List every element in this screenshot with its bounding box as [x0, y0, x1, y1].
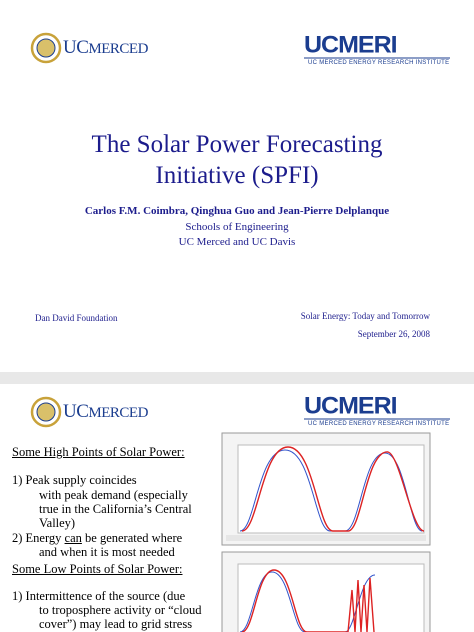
curve — [241, 446, 425, 532]
list-line: to troposphere activity or “cloud — [39, 603, 202, 617]
chart-image — [221, 432, 431, 546]
heading: Some High Points of Solar Power: — [12, 446, 185, 459]
heading-text: Some High Points of Solar Power: — [12, 445, 185, 459]
list-line: true in the California’s Central — [39, 502, 192, 516]
logo-meri: UCMERI — [304, 31, 398, 59]
list-line: Valley) — [39, 516, 76, 530]
curve — [241, 569, 375, 632]
logo-merced: MERCED — [88, 405, 148, 421]
logo-meri-subtitle: UC MERCED ENERGY RESEARCH INSTITUTE — [308, 421, 450, 427]
title: The Solar Power Forecasting — [91, 131, 383, 158]
chart-image — [221, 551, 431, 632]
emphasis: can — [64, 531, 82, 545]
list-line: 2) Energy can be generated where — [12, 532, 182, 545]
footer-right: Solar Energy: Today and Tomorrow — [300, 311, 430, 321]
footer-left: Dan David Foundation — [35, 313, 118, 323]
axis-strip — [226, 535, 426, 541]
logo-meri: UCMERI — [304, 392, 398, 420]
list-line: cover”) may lead to grid stress — [39, 617, 193, 631]
plot-area — [237, 444, 425, 534]
text: 2) Energy — [12, 531, 65, 545]
text: be generated where — [81, 531, 183, 545]
footer-right: September 26, 2008 — [357, 329, 430, 339]
seal-inner — [36, 38, 56, 58]
logo-text: UCMERCED — [63, 401, 148, 423]
affiliation: Schools of Engineering — [185, 221, 289, 233]
authors: Carlos F.M. Coimbra, Qinghua Guo and Jea… — [84, 205, 390, 217]
logo-uc: UC — [63, 401, 89, 422]
curve — [239, 571, 376, 632]
list-line: 1) Intermittence of the source (due — [12, 589, 186, 603]
logo-uc: UC — [63, 37, 89, 58]
heading-text: Some Low Points of Solar Power: — [12, 562, 183, 576]
logo-text: UCMERCED — [63, 37, 148, 59]
list-line: with peak demand (especially — [39, 488, 188, 502]
list-line: 1) Peak supply coincides — [12, 473, 137, 487]
affiliation: UC Merced and UC Davis — [178, 236, 296, 248]
plot-area — [237, 563, 425, 632]
logo-merced: MERCED — [88, 41, 148, 57]
seal-inner — [36, 402, 56, 422]
title: Initiative (SPFI) — [155, 162, 319, 189]
logo-meri-subtitle: UC MERCED ENERGY RESEARCH INSTITUTE — [308, 60, 450, 66]
list-line: and when it is most needed — [39, 545, 175, 559]
heading: Some Low Points of Solar Power: — [12, 563, 182, 576]
slide-gap — [0, 372, 474, 384]
